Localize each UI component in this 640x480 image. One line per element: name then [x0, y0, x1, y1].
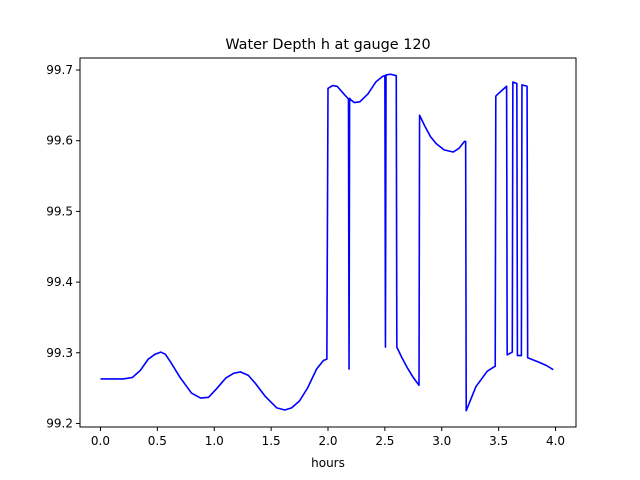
x-axis-label: hours [311, 456, 345, 470]
y-tick-label: 99.7 [46, 63, 73, 77]
series-layer [100, 73, 554, 412]
chart-title: Water Depth h at gauge 120 [225, 37, 430, 53]
x-tick-label: 1.0 [205, 434, 224, 448]
x-tick-label: 2.5 [375, 434, 394, 448]
y-tick-label: 99.4 [46, 275, 73, 289]
water-depth-line [100, 73, 554, 412]
y-tick-label: 99.5 [46, 204, 73, 218]
y-tick-label: 99.6 [46, 134, 73, 148]
x-tick-label: 2.0 [318, 434, 337, 448]
x-axis: 0.0 0.5 1.0 1.5 2.0 2.5 3.0 3.5 4.0 [91, 427, 565, 448]
y-axis: 99.2 99.3 99.4 99.5 99.6 99.7 [46, 63, 80, 430]
y-tick-label: 99.3 [46, 346, 73, 360]
x-tick-label: 0.0 [91, 434, 110, 448]
x-tick-label: 3.5 [489, 434, 508, 448]
y-tick-label: 99.2 [46, 416, 73, 430]
x-tick-label: 4.0 [546, 434, 565, 448]
x-tick-label: 1.5 [262, 434, 281, 448]
x-tick-label: 0.5 [148, 434, 167, 448]
x-tick-label: 3.0 [432, 434, 451, 448]
